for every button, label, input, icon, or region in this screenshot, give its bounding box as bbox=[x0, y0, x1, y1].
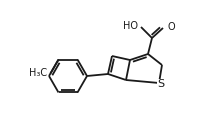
Text: HO: HO bbox=[123, 21, 138, 31]
Text: O: O bbox=[168, 22, 176, 32]
Text: H₃C: H₃C bbox=[29, 68, 48, 78]
Text: S: S bbox=[157, 79, 165, 89]
